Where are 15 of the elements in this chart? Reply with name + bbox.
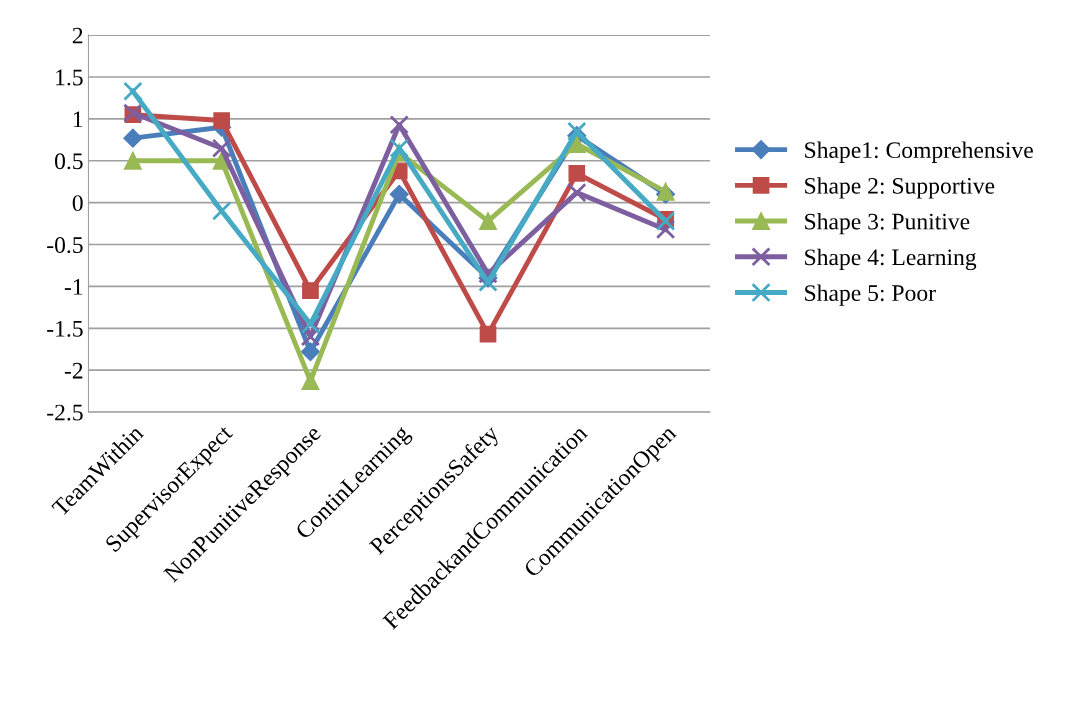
y-tick-label: -1.5: [47, 320, 83, 337]
y-tick-label: 1.5: [56, 69, 83, 86]
legend-label: Shape 5: Poor: [805, 284, 936, 306]
legend-label: Shape 4: Learning: [805, 248, 977, 271]
y-tick-label: -2: [64, 362, 83, 379]
y-tick-label: -2.5: [47, 404, 83, 421]
y-tick-label: -0.5: [47, 237, 83, 254]
legend-label: Shape1: Comprehensive: [805, 141, 1033, 163]
legend-label: Shape 2: Supportive: [805, 177, 995, 199]
y-tick-label: -1: [64, 279, 83, 295]
y-tick-label: 0.5: [55, 153, 83, 170]
y-tick-label: 1: [73, 111, 83, 128]
legend-label: Shape 3: Punitive: [805, 212, 970, 235]
y-tick-label: 2: [72, 27, 83, 44]
y-tick-label: 0: [72, 195, 83, 212]
